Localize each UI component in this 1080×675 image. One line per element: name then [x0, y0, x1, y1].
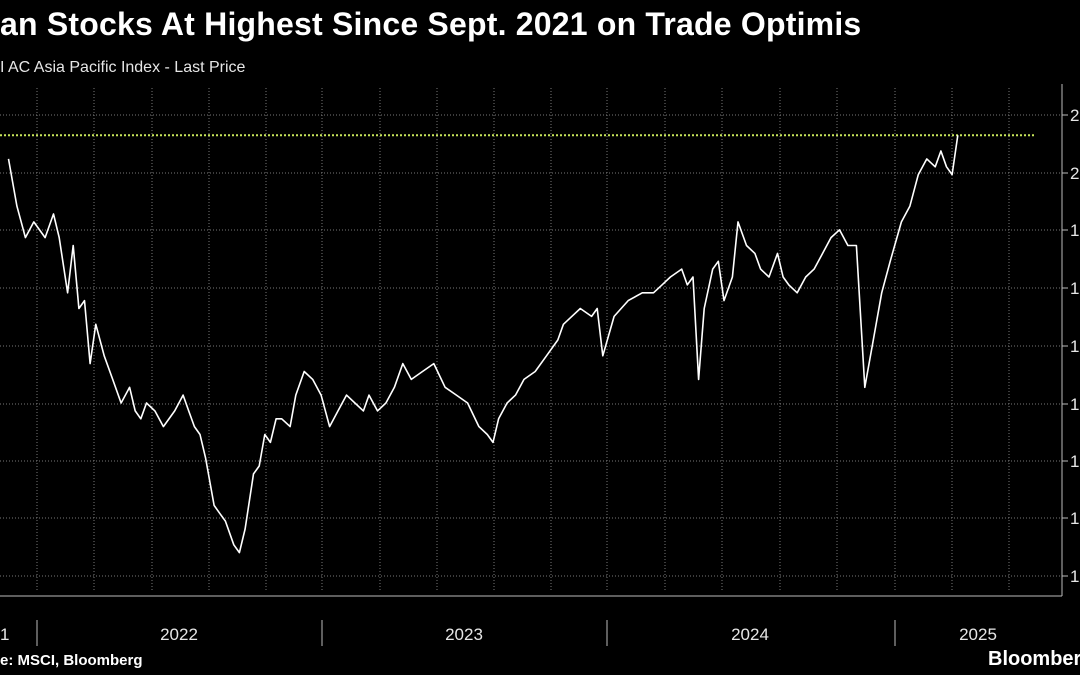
y-tick-label: 2 [1070, 106, 1079, 125]
y-tick-label: 1 [1070, 452, 1079, 471]
y-tick-label: 1 [1070, 567, 1079, 586]
y-tick-label: 1 [1070, 395, 1079, 414]
x-tick-label: 2024 [731, 625, 769, 644]
y-tick-label: 1 [1070, 337, 1079, 356]
x-tick-label: 1 [0, 625, 9, 644]
y-tick-label: 1 [1070, 221, 1079, 240]
y-tick-label: 2 [1070, 164, 1079, 183]
grid [0, 88, 1062, 592]
x-tick-label: 2022 [160, 625, 198, 644]
series-layer [7, 135, 959, 554]
axes [0, 84, 1068, 646]
x-axis-tick-labels: 1 2022 2023 2024 2025 [0, 625, 997, 644]
chart-subtitle: I AC Asia Pacific Index - Last Price [0, 59, 246, 76]
x-tick-label: 2025 [959, 625, 997, 644]
brand-logo-text: Bloomberg [988, 648, 1080, 670]
y-axis-tick-labels: 2 2 1 1 1 1 1 1 1 [1070, 106, 1079, 586]
source-note: e: MSCI, Bloomberg [0, 652, 143, 669]
y-tick-label: 1 [1070, 509, 1079, 528]
y-tick-label: 1 [1070, 279, 1079, 298]
x-tick-label: 2023 [445, 625, 483, 644]
chart-title: an Stocks At Highest Since Sept. 2021 on… [0, 6, 862, 42]
series-line-0 [7, 135, 959, 554]
